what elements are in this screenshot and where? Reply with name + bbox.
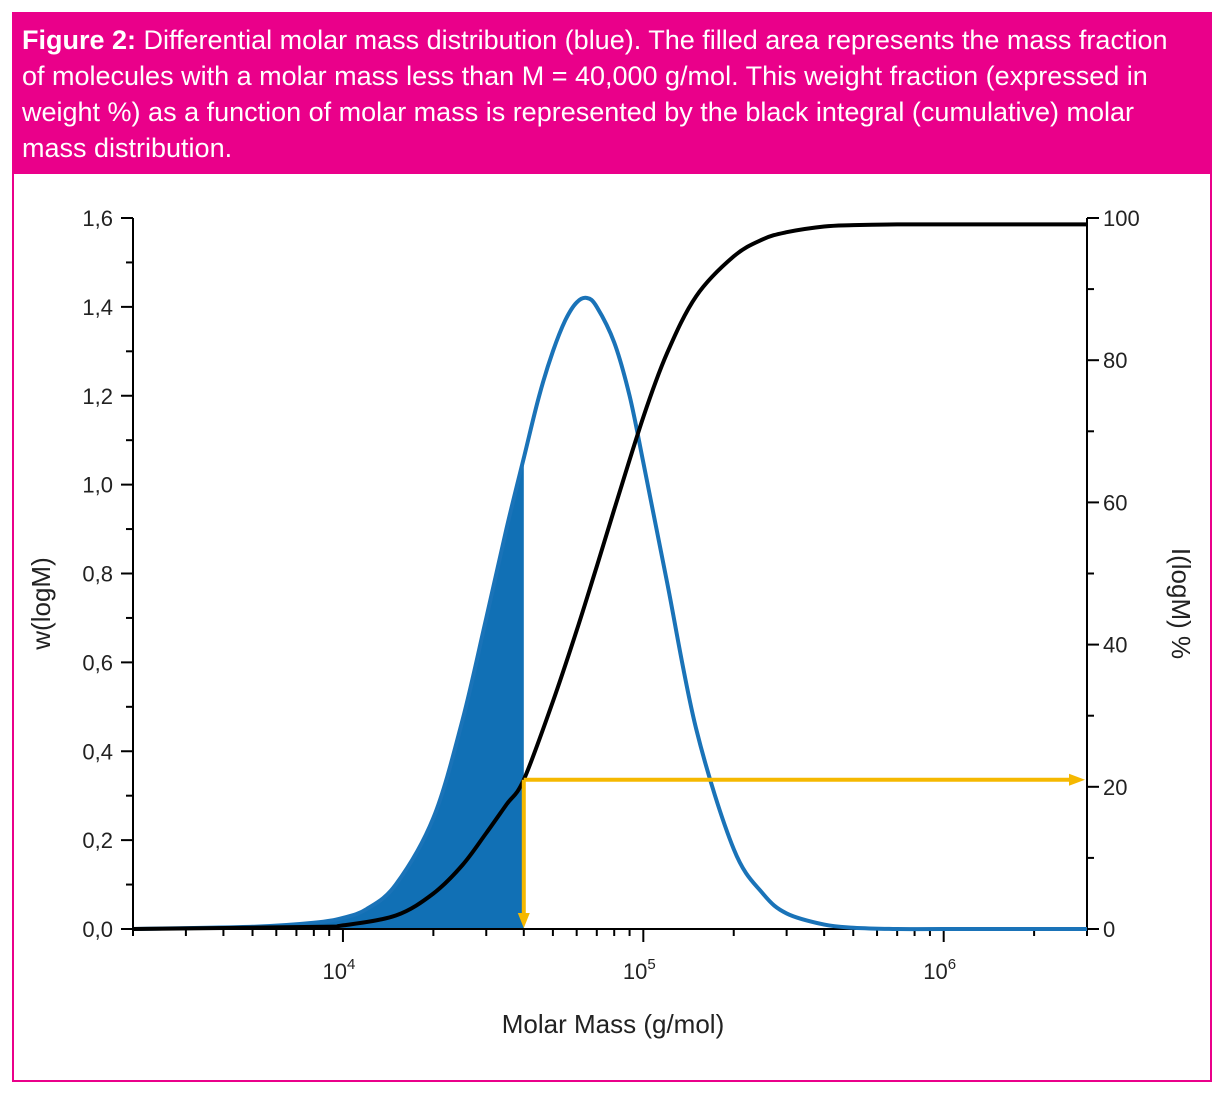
filled-mass-fraction-area [133, 458, 524, 929]
left-y-tick-label: 1,0 [82, 473, 113, 498]
caption-label: Figure 2: [22, 25, 137, 55]
figure-caption: Figure 2: Differential molar mass distri… [22, 22, 1194, 166]
cumulative-distribution-line [132, 222, 1087, 931]
right-y-tick-label: 80 [1103, 348, 1127, 373]
left-y-tick-label: 0,4 [82, 739, 113, 764]
left-y-tick-label: 0,0 [82, 917, 113, 942]
left-y-tick-label: 1,2 [82, 384, 113, 409]
right-y-axis-title: I(logM) % [1166, 548, 1196, 659]
right-y-tick-label: 20 [1103, 775, 1127, 800]
molar-mass-arrowhead [517, 913, 530, 928]
x-tick-label: 106 [923, 956, 956, 984]
right-y-tick-label: 40 [1103, 633, 1127, 658]
left-y-tick-label: 0,6 [82, 650, 113, 675]
figure-frame: Figure 2: Differential molar mass distri… [12, 12, 1212, 1082]
left-y-tick-label: 0,2 [82, 828, 113, 853]
caption-bar: Figure 2: Differential molar mass distri… [14, 14, 1210, 174]
left-y-tick-label: 0,8 [82, 562, 113, 587]
differential-distribution-line [132, 295, 1087, 932]
caption-text: Differential molar mass distribution (bl… [22, 25, 1168, 163]
x-tick-label: 104 [323, 956, 356, 984]
right-y-tick-label: 60 [1103, 490, 1127, 515]
left-y-tick-label: 1,4 [82, 295, 113, 320]
left-y-tick-label: 1,6 [82, 206, 113, 231]
x-tick-label: 105 [623, 956, 656, 984]
weight-fraction-arrowhead [1069, 773, 1085, 786]
right-y-tick-label: 100 [1103, 206, 1140, 231]
right-y-tick-label: 0 [1103, 917, 1115, 942]
left-y-axis-title: w(logM) [26, 557, 56, 650]
x-axis-title: Molar Mass (g/mol) [502, 1009, 724, 1039]
